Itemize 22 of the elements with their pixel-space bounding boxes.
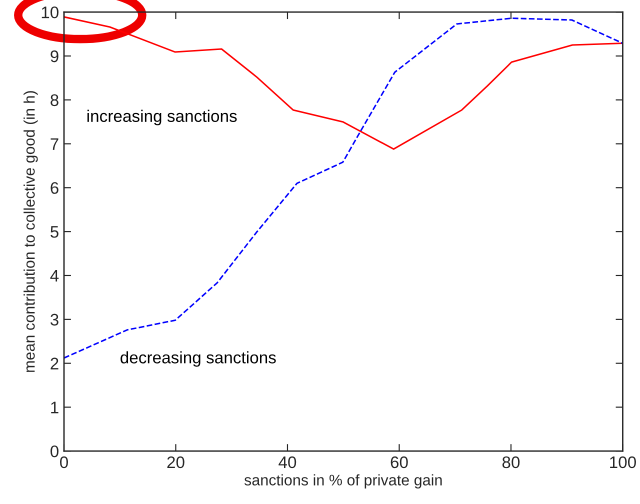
y-tick-label: 10 [42, 6, 58, 18]
y-tick-label: 9 [50, 50, 58, 62]
series-label: decreasing sanctions [120, 351, 276, 367]
y-tick-label: 8 [50, 94, 58, 106]
text: increasing sanctions [87, 110, 237, 126]
y-tick-label: 5 [50, 226, 58, 238]
x-tick-label: 80 [502, 456, 520, 468]
x-tick-label: 40 [278, 456, 296, 468]
y-tick-label: 3 [50, 314, 58, 326]
y-tick-label: 7 [50, 138, 58, 150]
y-tick-label: 2 [50, 358, 58, 370]
x-tick-label: 20 [167, 456, 184, 468]
x-tick-label: 60 [390, 456, 408, 468]
y-axis-title: mean contribution to collective good (in h) [24, 91, 38, 372]
x-tick-label: 0 [60, 456, 68, 468]
x-tick-label: 100 [610, 456, 636, 468]
y-tick-label: 6 [50, 182, 58, 194]
line-series [64, 16, 623, 150]
y-tick-label: 4 [50, 270, 59, 282]
x-axis-title: sanctions in % of private gain [244, 474, 442, 488]
y-tick-label: 1 [51, 402, 58, 414]
y-tick-label: 0 [50, 445, 58, 458]
